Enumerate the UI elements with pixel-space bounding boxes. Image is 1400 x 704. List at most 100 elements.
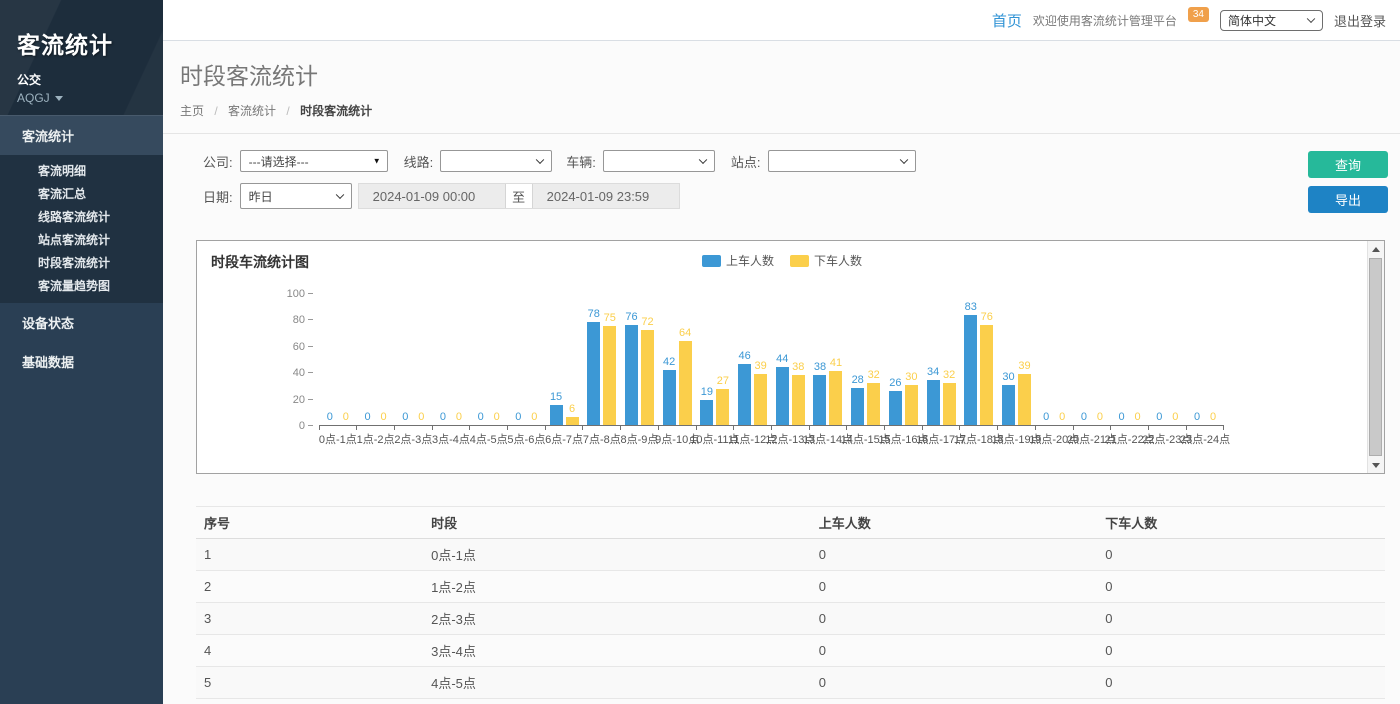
chart-bar [776,367,789,425]
bar-value-label: 38 [814,361,826,373]
plot: 0000000000001567875767242641927463944383… [319,294,1224,426]
notification-badge: 34 [1188,7,1209,22]
sidebar-subitem-0-1[interactable]: 客流汇总 [0,183,163,206]
table-body: 10点-1点0021点-2点0032点-3点0043点-4点0054点-5点00… [196,539,1385,704]
sidebar-subitem-0-3[interactable]: 站点客流统计 [0,229,163,252]
sidebar-subitem-0-2[interactable]: 线路客流统计 [0,206,163,229]
date-range-separator: 至 [505,184,533,208]
bar-value-label: 19 [701,386,713,398]
breadcrumb-home[interactable]: 主页 [180,104,204,118]
chart-bar [867,383,880,425]
breadcrumb-parent[interactable]: 客流统计 [228,104,276,118]
bar-value-label: 76 [981,311,993,323]
chevron-down-icon [1307,15,1315,23]
y-tick-label: 40 [293,367,305,379]
chart-category-group: 15 6 [545,294,583,425]
table-cell: 0点-1点 [423,539,811,571]
bar-value-label: 27 [717,375,729,387]
vehicle-label: 车辆: [566,152,596,171]
table-row: 32点-3点00 [196,603,1385,635]
chart-bar-slot: 76 [625,325,638,425]
chart-bar-slot: 15 [550,405,563,425]
page-title: 时段客流统计 [180,57,1383,91]
chart-bar [813,375,826,425]
vehicle-select[interactable] [603,150,715,172]
company-label: 公司: [203,152,233,171]
query-button[interactable]: 查询 [1308,151,1388,178]
bar-value-label: 0 [380,411,386,423]
station-select[interactable] [768,150,916,172]
chart-category-group: 00 [470,294,508,425]
scrollbar-thumb[interactable] [1369,258,1382,456]
chart-category-group: 3841 [809,294,847,425]
logout-link[interactable]: 退出登录 [1334,11,1386,30]
chart-category-group: 3432 [922,294,960,425]
caret-down-icon [55,96,63,101]
scrollbar-up-arrow[interactable] [1368,241,1384,257]
table-cell: 1点-2点 [423,571,811,603]
table-header: 序号 [196,507,423,539]
language-select[interactable]: 简体中文 [1220,10,1323,31]
line-select[interactable] [440,150,552,172]
date-from-input[interactable]: 2024-01-09 00:00 [359,184,505,208]
chart-bar [829,371,842,425]
chart-bar-slot: 72 [641,330,654,425]
chart-panel: 时段车流统计图 上车人数下车人数 020406080100 0000000000… [196,240,1385,474]
table-header-row: 序号时段上车人数下车人数 [196,507,1385,539]
chart-bar [641,330,654,425]
date-to-input[interactable]: 2024-01-09 23:59 [533,184,679,208]
chart-bar-slot: 32 [867,383,880,425]
scrollbar-down-arrow[interactable] [1368,457,1384,473]
bar-value-label: 32 [868,369,880,381]
sidebar-item-1[interactable]: 设备状态 [0,303,163,342]
welcome-text: 欢迎使用客流统计管理平台 [1033,12,1177,29]
chart-scrollbar[interactable] [1367,241,1384,473]
table-header: 下车人数 [1097,507,1385,539]
org-name: 公交 [17,71,163,88]
chevron-down-icon [899,156,907,164]
sidebar-item-2[interactable]: 基础数据 [0,342,163,381]
legend-item[interactable]: 下车人数 [790,252,862,269]
line-label: 线路: [404,152,434,171]
sidebar-subitem-0-0[interactable]: 客流明细 [0,160,163,183]
chart-category-group: 8376 [960,294,998,425]
y-tick-label: 80 [293,314,305,326]
x-axis-label: 8点-9点 [621,431,659,447]
chart-category-group: 2832 [847,294,885,425]
export-button[interactable]: 导出 [1308,186,1388,213]
table-cell: 0 [811,635,1098,667]
date-preset-select[interactable]: 昨日 [240,183,352,209]
legend-swatch-icon [790,255,809,267]
chart-bar-slot: 19 [700,400,713,425]
chart-bar [700,400,713,425]
date-label: 日期: [203,187,233,206]
company-select[interactable]: ---请选择--- ▼ [240,150,388,172]
table-cell: 0 [811,539,1098,571]
chart-bar [566,417,579,425]
chart-category-group: 7672 [621,294,659,425]
table-cell: 6 [196,699,423,704]
sidebar-subitem-0-4[interactable]: 时段客流统计 [0,252,163,275]
sidebar-subitem-0-5[interactable]: 客流量趋势图 [0,275,163,298]
chart-bar [851,388,864,425]
sidebar-item-0[interactable]: 客流统计 [0,115,163,155]
chart-category-group: 00 [508,294,546,425]
bar-value-label: 0 [1081,411,1087,423]
bar-value-label: 0 [1210,411,1216,423]
chart-bar [754,374,767,425]
home-link[interactable]: 首页 [992,10,1022,31]
table-row: 54点-5点00 [196,667,1385,699]
app-title: 客流统计 [17,26,163,60]
x-axis-label: 3点-4点 [432,431,470,447]
chart-bar-slot: 34 [927,380,940,425]
table-cell: 3 [196,603,423,635]
chart-category-group: 00 [394,294,432,425]
chart-bar-slot: 41 [829,371,842,425]
bar-value-label: 6 [569,403,575,415]
chart-bar-slot: 26 [889,391,902,425]
bar-value-label: 44 [776,353,788,365]
bar-value-label: 32 [943,369,955,381]
legend-label: 上车人数 [726,252,774,269]
legend-item[interactable]: 上车人数 [702,252,774,269]
user-dropdown[interactable]: AQGJ [17,91,163,105]
